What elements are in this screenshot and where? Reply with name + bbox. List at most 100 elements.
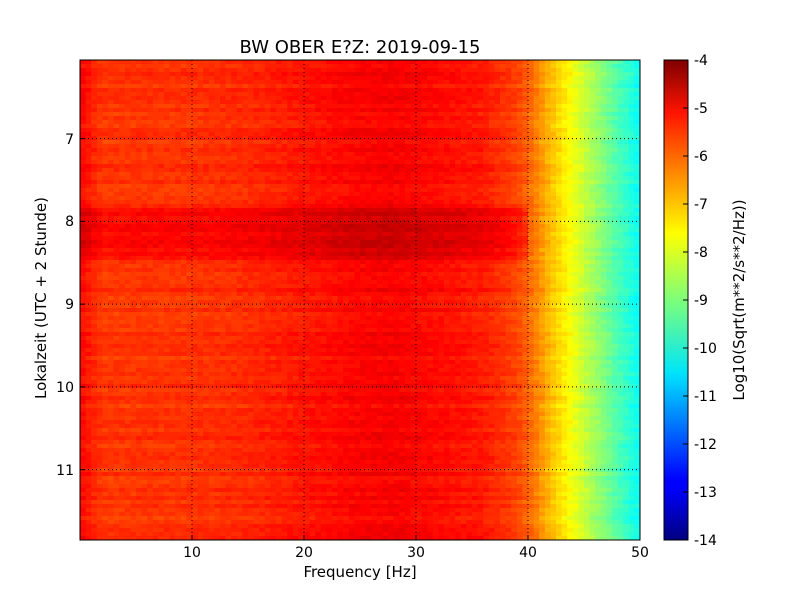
heatmap-cell: [449, 164, 456, 169]
heatmap-cell: [248, 172, 255, 177]
heatmap-cell: [539, 224, 546, 229]
heatmap-cell: [360, 92, 367, 97]
heatmap-cell: [567, 168, 574, 173]
heatmap-cell: [85, 256, 92, 261]
heatmap-cell: [113, 216, 120, 221]
heatmap-cell: [544, 220, 551, 225]
heatmap-cell: [455, 252, 462, 257]
heatmap-cell: [533, 176, 540, 181]
heatmap-cell: [208, 180, 215, 185]
heatmap-cell: [248, 168, 255, 173]
heatmap-cell: [371, 88, 378, 93]
heatmap-cell: [600, 148, 607, 153]
heatmap-cell: [214, 108, 221, 113]
heatmap-cell: [617, 248, 624, 253]
heatmap-cell: [528, 232, 535, 237]
heatmap-cell: [634, 148, 640, 153]
heatmap-cell: [427, 232, 434, 237]
heatmap-cell: [236, 60, 243, 65]
heatmap-cell: [472, 124, 479, 129]
heatmap-cell: [388, 88, 395, 93]
heatmap-cell: [561, 108, 568, 113]
heatmap-cell: [360, 84, 367, 89]
heatmap-cell: [511, 132, 518, 137]
heatmap-cell: [466, 160, 473, 165]
heatmap-cell: [242, 76, 249, 81]
heatmap-cell: [460, 244, 467, 249]
heatmap-cell: [606, 104, 613, 109]
heatmap-cell: [416, 200, 423, 205]
heatmap-cell: [175, 152, 182, 157]
heatmap-cell: [136, 212, 143, 217]
heatmap-cell: [572, 108, 579, 113]
heatmap-cell: [225, 72, 232, 77]
heatmap-cell: [169, 244, 176, 249]
heatmap-cell: [382, 140, 389, 145]
heatmap-cell: [292, 188, 299, 193]
heatmap-cell: [628, 128, 635, 133]
heatmap-cell: [343, 184, 350, 189]
heatmap-cell: [404, 144, 411, 149]
heatmap-cell: [511, 144, 518, 149]
heatmap-cell: [304, 168, 311, 173]
heatmap-cell: [466, 76, 473, 81]
heatmap-cell: [136, 228, 143, 233]
heatmap-cell: [623, 124, 630, 129]
heatmap-cell: [444, 84, 451, 89]
heatmap-cell: [242, 192, 249, 197]
heatmap-cell: [225, 164, 232, 169]
heatmap-cell: [136, 204, 143, 209]
heatmap-cell: [80, 96, 87, 101]
heatmap-cell: [259, 228, 266, 233]
heatmap-cell: [180, 184, 187, 189]
heatmap-cell: [91, 216, 98, 221]
heatmap-cell: [634, 92, 640, 97]
heatmap-cell: [505, 220, 512, 225]
heatmap-cell: [124, 164, 131, 169]
heatmap-cell: [130, 148, 137, 153]
heatmap-cell: [242, 72, 249, 77]
heatmap-cell: [309, 84, 316, 89]
heatmap-cell: [628, 192, 635, 197]
heatmap-cell: [477, 256, 484, 261]
heatmap-cell: [147, 164, 154, 169]
heatmap-cell: [354, 232, 361, 237]
heatmap-cell: [91, 108, 98, 113]
heatmap-cell: [175, 192, 182, 197]
heatmap-cell: [544, 84, 551, 89]
heatmap-cell: [225, 248, 232, 253]
heatmap-cell: [528, 220, 535, 225]
heatmap-cell: [309, 124, 316, 129]
heatmap-cell: [567, 176, 574, 181]
heatmap-cell: [259, 92, 266, 97]
heatmap-cell: [360, 188, 367, 193]
heatmap-cell: [522, 136, 529, 141]
heatmap-cell: [455, 148, 462, 153]
heatmap-cell: [242, 212, 249, 217]
heatmap-cell: [511, 136, 518, 141]
heatmap-cell: [500, 232, 507, 237]
heatmap-cell: [298, 172, 305, 177]
heatmap-cell: [85, 172, 92, 177]
heatmap-cell: [410, 236, 417, 241]
heatmap-cell: [108, 136, 115, 141]
heatmap-cell: [460, 172, 467, 177]
heatmap-cell: [248, 64, 255, 69]
heatmap-cell: [248, 96, 255, 101]
heatmap-cell: [617, 124, 624, 129]
heatmap-cell: [567, 256, 574, 261]
heatmap-cell: [544, 216, 551, 221]
heatmap-cell: [561, 256, 568, 261]
heatmap-cell: [561, 184, 568, 189]
heatmap-cell: [203, 120, 210, 125]
heatmap-cell: [567, 124, 574, 129]
heatmap-cell: [466, 68, 473, 73]
heatmap-cell: [354, 76, 361, 81]
heatmap-cell: [500, 236, 507, 241]
heatmap-cell: [483, 152, 490, 157]
heatmap-cell: [136, 208, 143, 213]
heatmap-cell: [315, 232, 322, 237]
heatmap-cell: [147, 180, 154, 185]
heatmap-cell: [236, 248, 243, 253]
heatmap-cell: [113, 244, 120, 249]
